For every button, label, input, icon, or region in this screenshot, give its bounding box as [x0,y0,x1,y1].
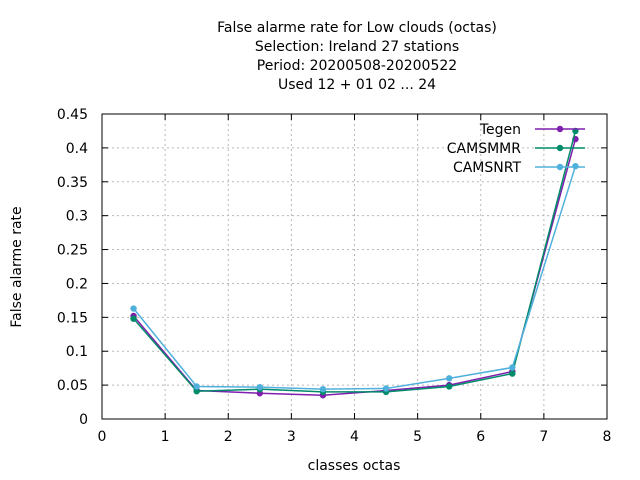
grid [102,114,607,419]
x-tick-label: 4 [350,429,359,445]
y-tick-label: 0.2 [66,276,88,292]
title-line: Selection: Ireland 27 stations [255,39,459,55]
series-lines [130,127,579,399]
legend-label: CAMSMMR [447,141,521,157]
x-tick-label: 8 [603,429,612,445]
x-tick-label: 2 [224,429,233,445]
axis-ticks: 0 1 2 3 4 5 6 7 8 0 0.05 0.1 0.15 0.2 0.25 0.3 0.35 0.4 0.… [57,107,612,445]
series-line-camsnrt [132,165,577,390]
data-point-camsmmr [509,370,516,377]
data-point-camsnrt [509,364,516,371]
x-tick-label: 3 [287,429,296,445]
data-point-camsnrt [445,375,453,382]
x-tick-label: 7 [539,429,548,445]
chart-title: False alarme rate for Low clouds (octas)… [217,20,497,93]
data-point-camsmmr [193,388,200,395]
legend-swatch-marker [556,125,564,133]
x-tick-label: 5 [413,429,422,445]
y-tick-label: 0 [79,412,88,428]
legend-swatch-marker [556,144,564,152]
data-point-camsnrt [572,162,579,170]
legend-swatch-marker [556,163,564,171]
y-tick-label: 0.05 [57,378,88,394]
y-tick-label: 0.25 [57,243,88,259]
x-tick-label: 1 [161,429,170,445]
legend-label: Tegen [479,122,521,138]
title-line: False alarme rate for Low clouds (octas) [217,20,497,36]
y-tick-label: 0.4 [66,141,88,157]
data-point-camsnrt [193,383,200,390]
data-point-camsnrt [382,385,390,392]
data-point-camsnrt [130,305,137,312]
title-line: Used 12 + 01 02 ... 24 [278,77,436,93]
x-tick-label: 6 [476,429,485,445]
data-point-camsmmr [445,383,453,390]
title-line: Period: 20200508-20200522 [257,58,457,74]
legend: Tegen CAMSMMR CAMSNRT [447,122,585,176]
series-line-tegen [132,138,577,397]
x-tick-label: 0 [98,429,107,445]
data-point-camsnrt [319,385,327,393]
y-tick-label: 0.45 [57,107,88,123]
series-line-camsmmr [132,130,577,393]
y-axis-label: False alarme rate [9,206,25,327]
x-axis-label: classes octas [308,458,401,474]
y-tick-label: 0.35 [57,175,88,191]
legend-label: CAMSNRT [453,160,522,176]
data-point-camsnrt [256,383,264,391]
y-tick-label: 0.3 [66,209,88,225]
y-tick-label: 0.15 [57,310,88,326]
data-point-camsmmr [130,315,137,322]
y-tick-label: 0.1 [66,344,88,360]
